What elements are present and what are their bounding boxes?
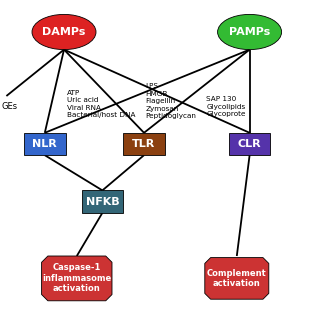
Text: NFKB: NFKB [85, 196, 119, 207]
FancyBboxPatch shape [24, 133, 66, 155]
Text: Complement
activation: Complement activation [207, 269, 267, 288]
Text: CLR: CLR [238, 139, 261, 149]
Text: DAMPs: DAMPs [42, 27, 86, 37]
FancyBboxPatch shape [229, 133, 270, 155]
Text: TLR: TLR [132, 139, 156, 149]
Text: LPS
HMGB
Flagellin
Zymosan
Peptidoglycan: LPS HMGB Flagellin Zymosan Peptidoglycan [146, 83, 196, 119]
FancyBboxPatch shape [82, 190, 123, 213]
Ellipse shape [32, 14, 96, 50]
Text: GEs: GEs [2, 102, 18, 111]
Ellipse shape [218, 14, 282, 50]
FancyBboxPatch shape [123, 133, 165, 155]
Text: Caspase-1
inflammasome
activation: Caspase-1 inflammasome activation [42, 263, 111, 293]
Text: PAMPs: PAMPs [229, 27, 270, 37]
Polygon shape [42, 256, 112, 301]
Text: SAP 130
Glycolipids
Glycoprote: SAP 130 Glycolipids Glycoprote [206, 96, 246, 117]
Polygon shape [205, 258, 269, 299]
Text: NLR: NLR [32, 139, 57, 149]
Text: ATP
Uric acid
Viral RNA
Bacterial/host DNA: ATP Uric acid Viral RNA Bacterial/host D… [67, 90, 136, 118]
